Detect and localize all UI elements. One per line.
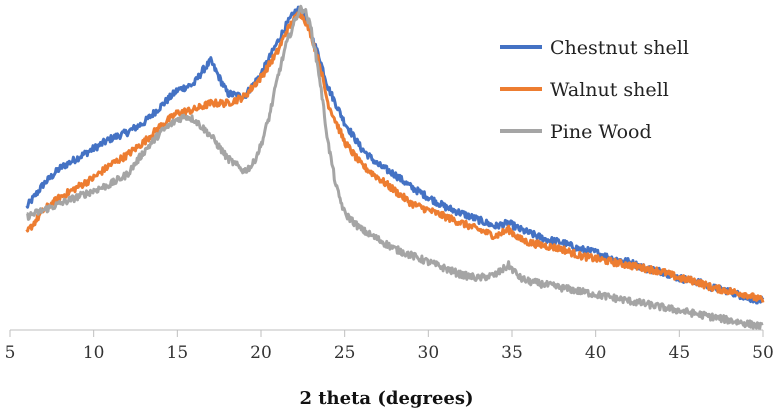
x-tick-label: 30 xyxy=(418,343,440,363)
x-tick-label: 40 xyxy=(585,343,607,363)
legend-label-chestnut-shell: Chestnut shell xyxy=(550,37,689,59)
legend-label-walnut-shell: Walnut shell xyxy=(550,79,669,101)
series-line-walnut-shell xyxy=(25,11,765,303)
x-axis-ticks: 5 10 15 20 25 30 35 40 45 50 xyxy=(5,330,774,363)
x-tick-label: 45 xyxy=(669,343,691,363)
series-layer xyxy=(25,4,765,331)
x-tick-label: 10 xyxy=(83,343,105,363)
x-tick-label: 25 xyxy=(334,343,356,363)
legend-label-pine-wood: Pine Wood xyxy=(550,121,652,143)
x-axis-title: 2 theta (degrees) xyxy=(299,388,473,409)
x-tick-label: 50 xyxy=(752,343,774,363)
legend: Chestnut shell Walnut shell Pine Wood xyxy=(500,37,689,143)
series-line-pine-wood xyxy=(26,4,764,331)
x-tick-label: 5 xyxy=(5,343,16,363)
x-tick-label: 15 xyxy=(167,343,189,363)
x-tick-label: 35 xyxy=(501,343,523,363)
x-tick-label: 20 xyxy=(250,343,272,363)
